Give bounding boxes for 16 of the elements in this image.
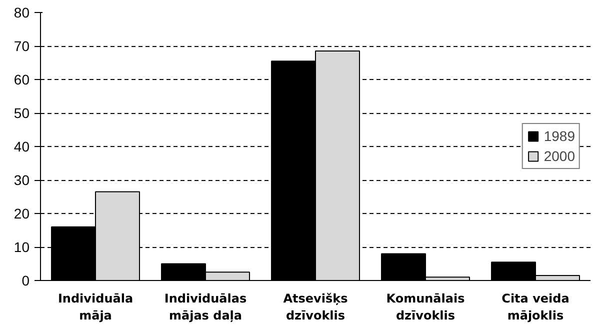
x-tick-label: Komunālais dzīvoklis [386, 292, 465, 322]
y-tick-label: 60 [14, 72, 30, 88]
legend-label: 1989 [544, 128, 575, 144]
y-tick-label: 70 [14, 38, 30, 54]
y-tick-label: 20 [14, 206, 30, 222]
legend-label: 2000 [544, 148, 575, 164]
y-tick-label: 50 [14, 105, 30, 121]
x-tick-label: Cita veida mājoklis [502, 292, 570, 322]
x-tick-label: Individuālas mājas daļa [164, 292, 247, 322]
y-tick-label: 40 [14, 138, 30, 154]
y-tick-label: 80 [14, 4, 30, 20]
y-tick-label: 10 [14, 239, 30, 255]
x-tick-label: Atsevišķs dzīvoklis [283, 292, 348, 322]
y-tick-label: 30 [14, 172, 30, 188]
x-tick-label: Individuāla māja [58, 292, 134, 322]
y-tick-label: 0 [22, 272, 30, 288]
